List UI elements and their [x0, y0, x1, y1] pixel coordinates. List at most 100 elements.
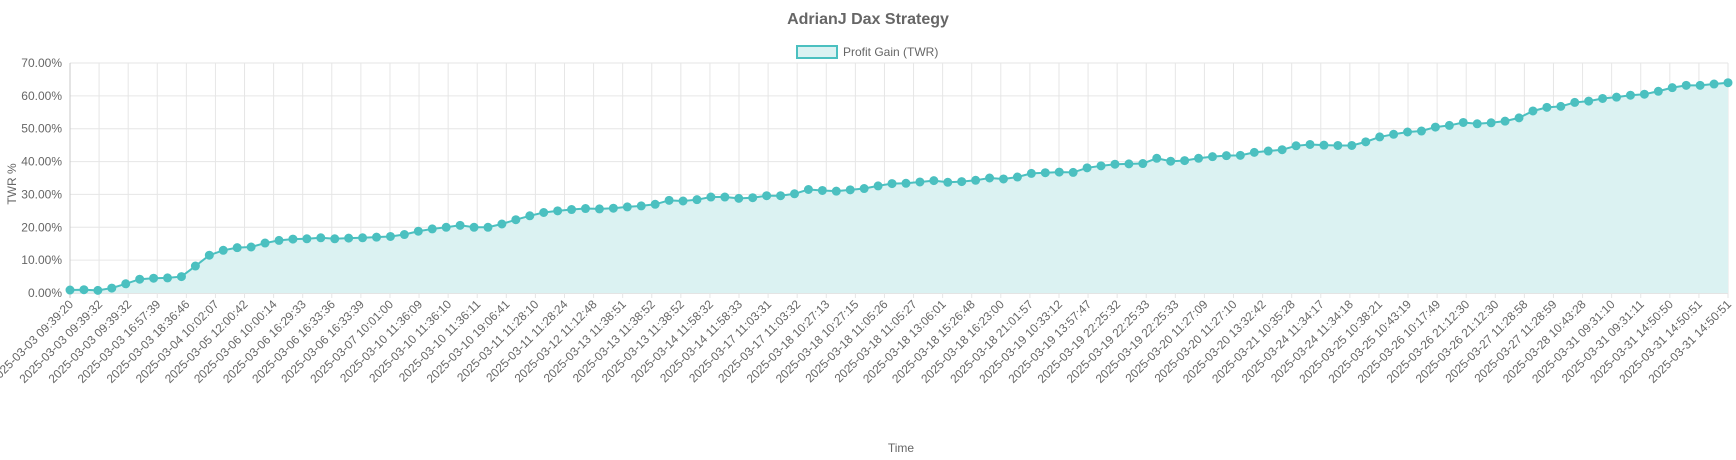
data-point[interactable]	[330, 234, 340, 244]
data-point[interactable]	[497, 219, 507, 229]
data-point[interactable]	[1110, 159, 1120, 169]
data-point[interactable]	[176, 272, 186, 282]
data-point[interactable]	[1235, 150, 1245, 160]
data-point[interactable]	[1319, 140, 1329, 150]
data-point[interactable]	[1639, 89, 1649, 99]
data-point[interactable]	[1166, 156, 1176, 166]
data-point[interactable]	[1138, 159, 1148, 169]
data-point[interactable]	[971, 175, 981, 185]
data-point[interactable]	[483, 222, 493, 232]
data-point[interactable]	[344, 233, 354, 243]
data-point[interactable]	[399, 230, 409, 240]
data-point[interactable]	[1389, 129, 1399, 139]
data-point[interactable]	[581, 204, 591, 214]
data-point[interactable]	[692, 195, 702, 205]
data-point[interactable]	[525, 211, 535, 221]
data-point[interactable]	[776, 191, 786, 201]
data-point[interactable]	[1458, 117, 1468, 127]
data-point[interactable]	[1180, 156, 1190, 166]
legend[interactable]: Profit Gain (TWR)	[796, 45, 938, 59]
data-point[interactable]	[803, 185, 813, 194]
data-point[interactable]	[1082, 163, 1092, 173]
data-point[interactable]	[1291, 141, 1301, 151]
data-point[interactable]	[636, 201, 646, 211]
data-point[interactable]	[1040, 168, 1050, 178]
data-point[interactable]	[622, 202, 632, 212]
data-point[interactable]	[1194, 153, 1204, 163]
data-point[interactable]	[1207, 152, 1217, 162]
data-point[interactable]	[1612, 92, 1622, 102]
data-point[interactable]	[553, 206, 563, 216]
data-point[interactable]	[79, 285, 89, 295]
data-point[interactable]	[302, 234, 312, 244]
data-point[interactable]	[204, 250, 214, 260]
data-point[interactable]	[1263, 146, 1273, 156]
data-point[interactable]	[1221, 151, 1231, 161]
data-point[interactable]	[65, 285, 75, 295]
data-point[interactable]	[664, 195, 674, 205]
data-point[interactable]	[149, 273, 159, 283]
data-point[interactable]	[943, 177, 953, 187]
data-point[interactable]	[650, 199, 660, 209]
data-point[interactable]	[1570, 97, 1580, 107]
data-point[interactable]	[1667, 83, 1677, 93]
data-point[interactable]	[441, 222, 451, 232]
data-point[interactable]	[957, 177, 967, 187]
data-point[interactable]	[1054, 167, 1064, 177]
data-point[interactable]	[539, 208, 549, 217]
data-point[interactable]	[748, 193, 758, 203]
data-point[interactable]	[873, 181, 883, 191]
data-point[interactable]	[1068, 167, 1078, 177]
data-point[interactable]	[1416, 126, 1426, 136]
data-point[interactable]	[1556, 101, 1566, 111]
data-point[interactable]	[372, 232, 382, 242]
data-point[interactable]	[915, 177, 925, 187]
data-point[interactable]	[567, 205, 577, 215]
data-point[interactable]	[1430, 122, 1440, 132]
data-point[interactable]	[1695, 80, 1705, 90]
data-point[interactable]	[734, 193, 744, 203]
data-point[interactable]	[511, 215, 521, 225]
data-point[interactable]	[1305, 139, 1315, 149]
data-point[interactable]	[455, 220, 465, 230]
data-point[interactable]	[93, 285, 103, 295]
data-point[interactable]	[985, 173, 995, 183]
data-point[interactable]	[608, 203, 618, 213]
data-point[interactable]	[1723, 78, 1733, 88]
data-point[interactable]	[316, 233, 326, 243]
data-point[interactable]	[1026, 168, 1036, 178]
data-point[interactable]	[1375, 132, 1385, 142]
data-point[interactable]	[929, 176, 939, 186]
data-point[interactable]	[1472, 119, 1482, 129]
data-point[interactable]	[1528, 106, 1538, 116]
data-point[interactable]	[1403, 127, 1413, 137]
data-point[interactable]	[358, 233, 368, 243]
data-point[interactable]	[274, 235, 284, 245]
data-point[interactable]	[260, 238, 270, 248]
data-point[interactable]	[678, 196, 688, 206]
data-point[interactable]	[845, 185, 855, 195]
data-point[interactable]	[1124, 159, 1134, 169]
data-point[interactable]	[469, 222, 479, 232]
data-point[interactable]	[427, 224, 437, 234]
data-point[interactable]	[1277, 145, 1287, 155]
data-point[interactable]	[385, 231, 395, 241]
data-point[interactable]	[831, 186, 841, 196]
data-point[interactable]	[1542, 102, 1552, 112]
data-point[interactable]	[1152, 153, 1162, 163]
data-point[interactable]	[1096, 161, 1106, 171]
data-point[interactable]	[790, 189, 800, 199]
data-point[interactable]	[901, 178, 911, 188]
data-point[interactable]	[135, 274, 145, 284]
data-point[interactable]	[720, 192, 730, 202]
data-point[interactable]	[1361, 137, 1371, 147]
data-point[interactable]	[1500, 116, 1510, 126]
data-point[interactable]	[1681, 80, 1691, 90]
data-point[interactable]	[1333, 140, 1343, 150]
data-point[interactable]	[1486, 118, 1496, 128]
data-point[interactable]	[1653, 86, 1663, 96]
data-point[interactable]	[413, 226, 423, 236]
data-point[interactable]	[817, 185, 827, 195]
data-point[interactable]	[594, 204, 604, 214]
data-point[interactable]	[218, 245, 228, 255]
